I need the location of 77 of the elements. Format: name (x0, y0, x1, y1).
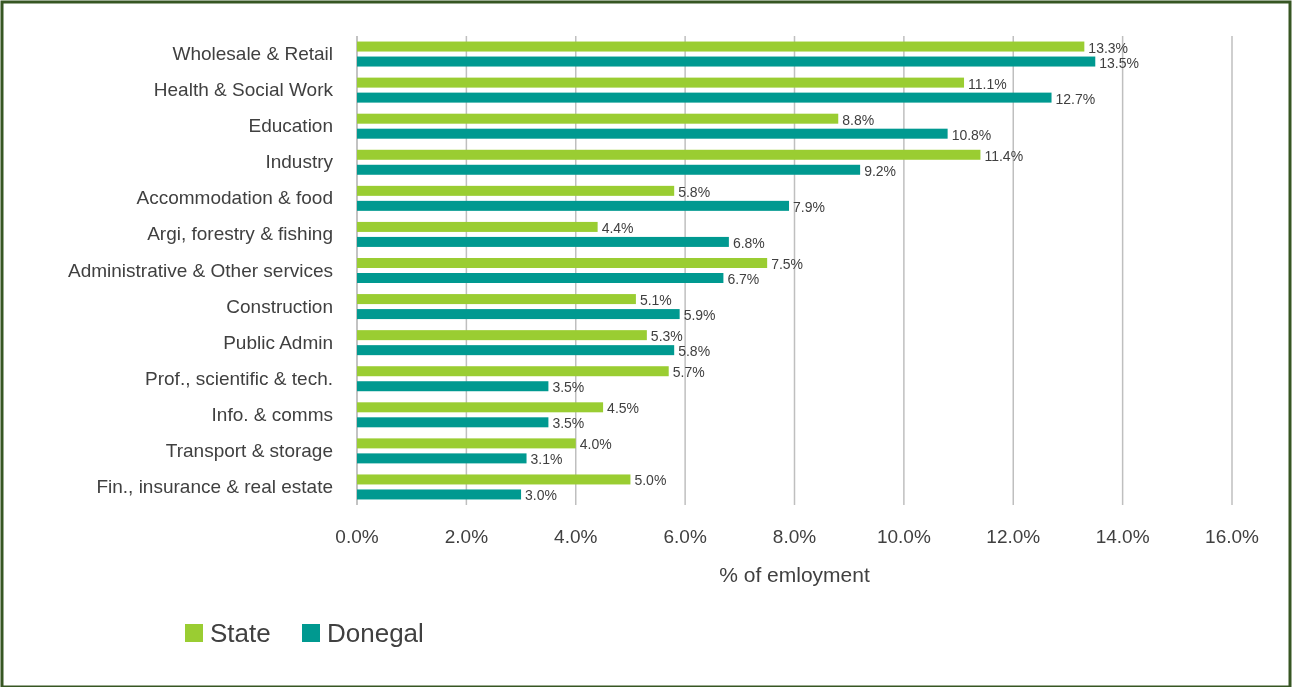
y-tick-label: Education (248, 115, 333, 137)
data-label: 5.1% (639, 292, 672, 309)
data-label: 12.7% (1055, 90, 1096, 107)
data-label: 7.5% (771, 256, 804, 272)
data-label: 3.1% (530, 451, 563, 468)
x-tick-label: 6.0% (663, 526, 707, 547)
x-tick-label: 14.0% (1095, 526, 1150, 547)
x-tick-label: 4.0% (554, 526, 598, 547)
bar (357, 41, 1085, 52)
x-tick-label: 0.0% (335, 526, 379, 547)
legend-label: State (210, 618, 271, 648)
y-tick-label: Construction (226, 295, 333, 317)
data-label: 4.5% (607, 400, 640, 417)
bar (357, 149, 981, 160)
data-label: 6.7% (727, 271, 760, 287)
bar (357, 77, 965, 88)
data-label: 5.7% (672, 364, 705, 381)
bar (357, 381, 549, 392)
data-label: 3.0% (525, 487, 557, 504)
data-label: 13.3% (1088, 39, 1129, 56)
bar (357, 56, 1096, 67)
x-tick-label: 2.0% (444, 526, 489, 547)
bar (357, 128, 948, 139)
bar (357, 164, 861, 175)
data-label: 5.3% (650, 328, 683, 345)
bar (357, 474, 631, 485)
x-axis-title: % of emloyment (719, 563, 870, 586)
data-label: 11.4% (984, 147, 1024, 164)
bar (357, 113, 839, 124)
data-label: 7.9% (793, 198, 825, 215)
bar (357, 185, 675, 196)
bar (357, 200, 790, 211)
y-tick-label: Transport & storage (165, 439, 333, 461)
data-label: 9.2% (864, 162, 897, 179)
bar (357, 258, 768, 268)
y-tick-label: Info. & comms (211, 403, 333, 425)
data-label: 11.1% (968, 75, 1007, 92)
bar (357, 92, 1052, 103)
bar (357, 345, 675, 356)
data-label: 3.5% (552, 379, 585, 396)
x-tick-label: 16.0% (1205, 526, 1260, 547)
bar (357, 309, 680, 320)
data-label: 8.8% (842, 111, 875, 128)
bar (357, 294, 636, 305)
data-label: 6.8% (732, 234, 765, 251)
y-tick-label: Fin., insurance & real estate (96, 475, 333, 497)
bar (357, 453, 527, 464)
bar (357, 330, 647, 341)
bar (357, 402, 604, 413)
y-tick-label: Industry (265, 151, 334, 173)
data-label: 10.8% (951, 126, 992, 143)
y-tick-label: Wholesale & Retail (172, 43, 333, 65)
x-tick-label: 12.0% (986, 526, 1041, 547)
y-tick-label: Argi, forestry & fishing (147, 223, 333, 245)
data-label: 5.9% (683, 307, 716, 324)
data-label: 13.5% (1099, 54, 1139, 71)
bar (357, 366, 669, 377)
y-tick-label: Prof., scientific & tech. (145, 367, 333, 389)
y-tick-label: Accommodation & food (136, 187, 333, 209)
data-label: 3.5% (552, 415, 585, 432)
bar (357, 221, 598, 232)
x-tick-label: 10.0% (876, 526, 931, 547)
x-tick-label: 8.0% (772, 526, 817, 547)
legend-label: Donegal (327, 618, 424, 648)
bar (357, 438, 576, 449)
data-label: 5.8% (678, 343, 711, 360)
bar (357, 417, 549, 428)
data-label: 5.8% (678, 183, 711, 200)
data-label: 4.0% (579, 436, 612, 453)
data-label: 5.0% (634, 472, 667, 489)
bar (357, 236, 729, 247)
y-tick-label: Health & Social Work (153, 79, 334, 101)
y-tick-label: Public Admin (223, 331, 333, 353)
data-label: 4.4% (601, 219, 634, 236)
bar (357, 273, 724, 283)
y-tick-label: Administrative & Other services (67, 259, 333, 281)
bar (357, 489, 522, 500)
